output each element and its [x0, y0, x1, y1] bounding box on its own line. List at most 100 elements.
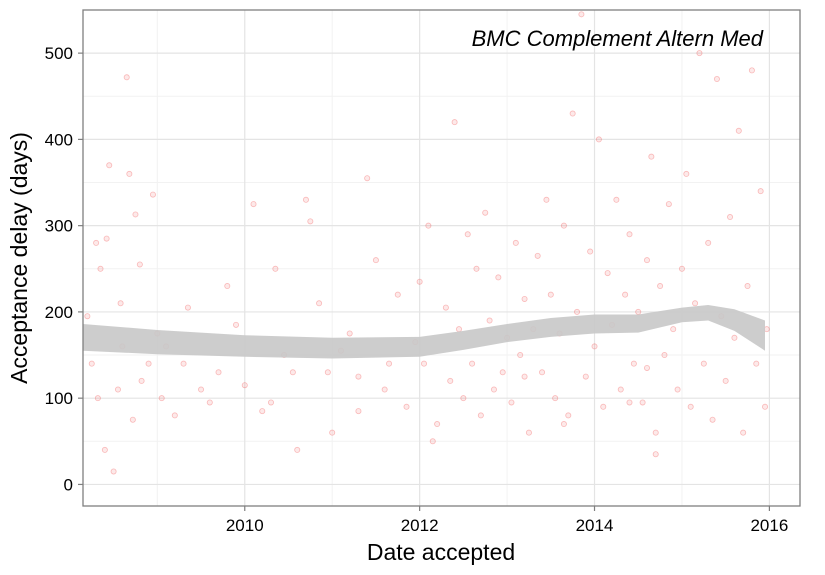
- data-point: [324, 369, 331, 376]
- data-point: [587, 248, 594, 255]
- data-point: [267, 399, 274, 406]
- data-point: [477, 412, 484, 419]
- data-point: [626, 231, 633, 238]
- data-point: [425, 222, 432, 229]
- x-axis-ticks: [244, 506, 770, 511]
- data-point: [578, 11, 585, 18]
- data-point: [473, 265, 480, 272]
- data-point: [294, 446, 301, 453]
- data-point: [184, 304, 191, 311]
- data-point: [403, 403, 410, 410]
- data-point: [372, 257, 379, 264]
- data-point: [364, 175, 371, 182]
- data-point: [630, 360, 637, 367]
- data-point: [224, 283, 231, 290]
- data-point: [547, 291, 554, 298]
- data-point: [355, 373, 362, 380]
- data-point: [534, 252, 541, 259]
- data-point: [329, 429, 336, 436]
- data-point: [114, 386, 121, 393]
- data-point: [643, 364, 650, 371]
- data-point: [521, 295, 528, 302]
- data-point: [490, 386, 497, 393]
- data-point: [429, 438, 436, 445]
- data-point: [307, 218, 314, 225]
- x-axis-title: Date accepted: [367, 539, 515, 565]
- data-point: [574, 308, 581, 315]
- data-point: [591, 343, 598, 350]
- data-point: [539, 369, 546, 376]
- data-point: [460, 395, 467, 402]
- data-point: [180, 360, 187, 367]
- data-point: [643, 257, 650, 264]
- y-tick-label: 500: [45, 44, 73, 63]
- data-point: [639, 399, 646, 406]
- data-point: [123, 74, 130, 81]
- data-point: [126, 170, 133, 177]
- y-tick-label: 400: [45, 130, 73, 149]
- data-point: [705, 239, 712, 246]
- data-point: [302, 196, 309, 203]
- data-point: [582, 373, 589, 380]
- data-point: [416, 278, 423, 285]
- data-point: [386, 360, 393, 367]
- data-point: [88, 360, 95, 367]
- data-point: [762, 403, 769, 410]
- data-point: [727, 214, 734, 221]
- x-tick-label: 2016: [750, 516, 788, 535]
- data-point: [652, 429, 659, 436]
- data-point: [670, 326, 677, 333]
- data-point: [469, 360, 476, 367]
- data-point: [678, 265, 685, 272]
- data-point: [709, 416, 716, 423]
- data-point: [626, 399, 633, 406]
- data-point: [565, 412, 572, 419]
- data-point: [617, 386, 624, 393]
- chart-annotation: BMC Complement Altern Med: [472, 26, 764, 51]
- data-point: [560, 222, 567, 229]
- data-point: [692, 300, 699, 307]
- data-point: [97, 265, 104, 272]
- data-point: [517, 352, 524, 359]
- data-point: [442, 304, 449, 311]
- plot-border: [82, 9, 801, 507]
- data-point: [106, 162, 113, 169]
- data-point: [674, 386, 681, 393]
- data-point: [648, 153, 655, 160]
- data-point: [394, 291, 401, 298]
- data-point: [94, 395, 101, 402]
- data-point: [355, 408, 362, 415]
- data-point: [272, 265, 279, 272]
- data-point: [171, 412, 178, 419]
- data-point: [543, 196, 550, 203]
- y-tick-label: 0: [64, 475, 73, 494]
- data-point: [250, 201, 257, 208]
- smooth-confidence-band: [83, 305, 765, 359]
- data-point: [93, 239, 100, 246]
- data-point: [215, 369, 222, 376]
- data-point: [464, 231, 471, 238]
- data-point: [486, 317, 493, 324]
- data-point: [731, 334, 738, 341]
- data-point: [722, 377, 729, 384]
- data-point: [158, 395, 165, 402]
- data-point: [687, 403, 694, 410]
- x-tick-label: 2010: [226, 516, 264, 535]
- x-tick-label: 2014: [576, 516, 614, 535]
- data-point: [552, 395, 559, 402]
- data-point: [451, 119, 458, 126]
- data-point: [289, 369, 296, 376]
- data-point: [136, 261, 143, 268]
- data-point: [521, 373, 528, 380]
- data-point: [652, 451, 659, 458]
- data-point: [508, 399, 515, 406]
- data-point: [346, 330, 353, 337]
- data-point: [665, 201, 672, 208]
- y-axis-ticks: [78, 52, 83, 486]
- data-point: [241, 382, 248, 389]
- x-tick-label: 2012: [401, 516, 439, 535]
- data-point: [110, 468, 117, 475]
- data-point: [696, 50, 703, 57]
- data-point: [149, 191, 156, 198]
